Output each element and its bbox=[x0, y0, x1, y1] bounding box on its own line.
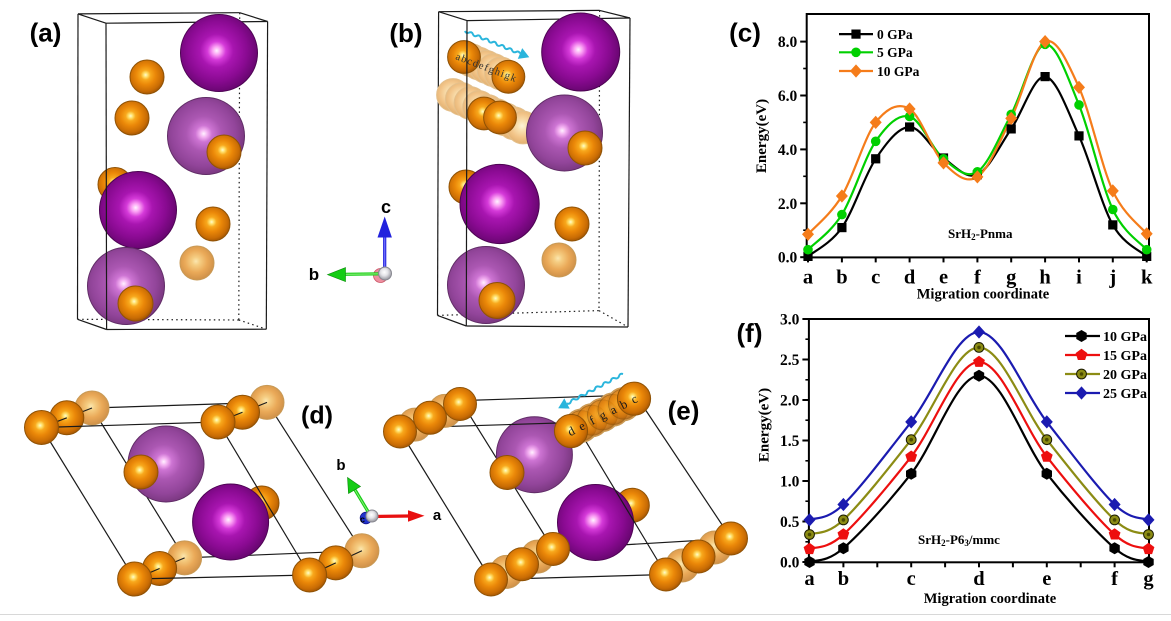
svg-text:b: b bbox=[336, 457, 345, 474]
svg-text:15 GPa: 15 GPa bbox=[1103, 349, 1147, 364]
svg-text:f: f bbox=[974, 267, 982, 289]
svg-text:10 GPa: 10 GPa bbox=[1103, 330, 1147, 345]
svg-text:Energy(eV): Energy(eV) bbox=[754, 99, 770, 173]
svg-text:(f): (f) bbox=[737, 318, 763, 348]
svg-text:(a): (a) bbox=[30, 18, 62, 48]
svg-text:b: b bbox=[838, 568, 849, 590]
svg-text:Migration coordinate: Migration coordinate bbox=[917, 287, 1050, 303]
svg-text:0.0: 0.0 bbox=[780, 555, 800, 572]
svg-text:c: c bbox=[381, 197, 391, 217]
svg-text:8.0: 8.0 bbox=[778, 34, 798, 51]
svg-text:h: h bbox=[1039, 267, 1051, 289]
svg-text:g: g bbox=[1143, 568, 1154, 590]
svg-text:25 GPa: 25 GPa bbox=[1103, 387, 1147, 402]
svg-text:g: g bbox=[1006, 267, 1017, 289]
svg-text:0.5: 0.5 bbox=[780, 514, 800, 531]
svg-text:5 GPa: 5 GPa bbox=[877, 45, 913, 60]
svg-text:a: a bbox=[803, 267, 813, 289]
svg-text:(d): (d) bbox=[301, 402, 333, 430]
svg-text:0.0: 0.0 bbox=[778, 250, 798, 267]
svg-text:0 GPa: 0 GPa bbox=[877, 27, 913, 42]
svg-text:e: e bbox=[939, 267, 948, 289]
svg-text:k: k bbox=[1141, 267, 1153, 289]
svg-text:2.0: 2.0 bbox=[778, 196, 798, 213]
svg-text:a: a bbox=[804, 568, 814, 590]
svg-text:10 GPa: 10 GPa bbox=[877, 64, 920, 79]
svg-text:e: e bbox=[1042, 568, 1051, 590]
svg-text:SrH2-P63/mmc: SrH2-P63/mmc bbox=[918, 532, 1000, 548]
svg-text:1.0: 1.0 bbox=[780, 474, 800, 491]
svg-text:c: c bbox=[871, 267, 880, 289]
svg-text:2.0: 2.0 bbox=[780, 393, 800, 410]
svg-text:i: i bbox=[1076, 267, 1082, 289]
svg-text:Migration coordinate: Migration coordinate bbox=[924, 591, 1057, 607]
svg-text:2.5: 2.5 bbox=[780, 352, 800, 369]
svg-text:Energy(eV): Energy(eV) bbox=[757, 388, 773, 462]
svg-text:(e): (e) bbox=[668, 396, 700, 426]
svg-text:SrH2-Pnma: SrH2-Pnma bbox=[948, 226, 1013, 242]
svg-text:f: f bbox=[1111, 568, 1119, 590]
svg-text:d: d bbox=[973, 568, 985, 590]
svg-text:(c): (c) bbox=[729, 18, 761, 48]
svg-text:d: d bbox=[904, 267, 916, 289]
svg-text:c: c bbox=[360, 515, 365, 525]
svg-text:b: b bbox=[836, 267, 847, 289]
svg-text:b: b bbox=[309, 265, 319, 284]
svg-text:a: a bbox=[433, 507, 442, 524]
svg-text:20 GPa: 20 GPa bbox=[1103, 368, 1147, 383]
svg-text:4.0: 4.0 bbox=[778, 142, 798, 159]
svg-text:6.0: 6.0 bbox=[778, 88, 798, 105]
svg-text:1.5: 1.5 bbox=[780, 433, 800, 450]
svg-text:j: j bbox=[1108, 267, 1116, 289]
svg-text:c: c bbox=[907, 568, 916, 590]
svg-text:3.0: 3.0 bbox=[780, 312, 800, 329]
svg-text:(b): (b) bbox=[389, 18, 422, 48]
